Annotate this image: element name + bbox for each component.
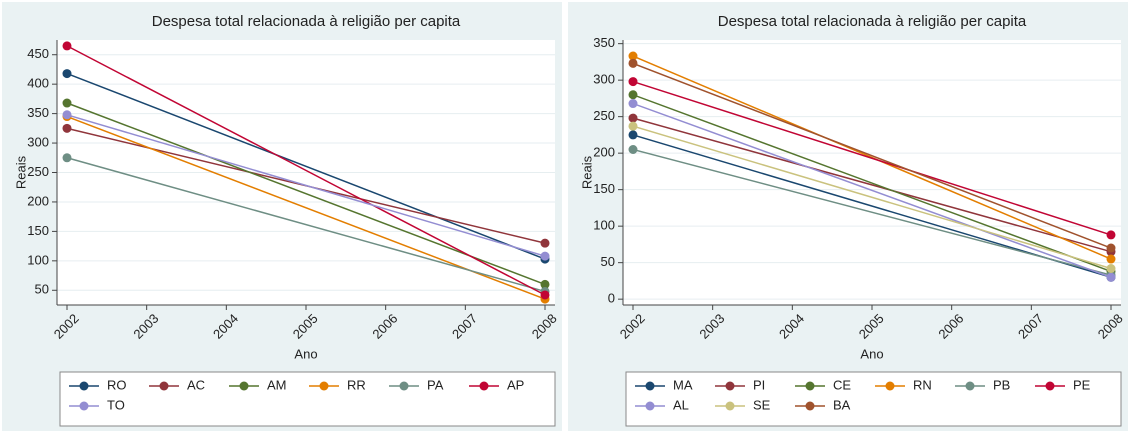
chart-title: Despesa total relacionada à religião per… [718,13,1027,30]
series-line [632,125,1112,270]
data-point [62,69,72,79]
legend-marker [479,381,489,391]
data-point [62,98,72,108]
legend-label: AC [187,377,205,392]
legend-label: AM [267,377,287,392]
plot-area [623,40,1121,305]
x-axis-title: Ano [860,346,883,361]
data-point [628,77,638,87]
legend-label: SE [753,397,771,412]
data-point [540,279,550,289]
legend-marker [399,381,409,391]
legend-label: PE [1073,377,1091,392]
legend-label: RR [347,377,366,392]
y-tick-label: 50 [601,254,615,269]
legend-marker [159,381,169,391]
legend-marker [645,381,655,391]
legend-marker [79,381,89,391]
legend-box [59,371,556,427]
y-tick-label: 300 [593,72,615,87]
legend-marker [1045,381,1055,391]
data-point [628,113,638,123]
y-tick-label: 400 [27,76,49,91]
legend-marker [805,381,815,391]
series-line [632,102,1112,278]
data-point [540,238,550,248]
legend-marker [239,381,249,391]
data-point [628,51,638,61]
legend-label: MA [673,377,693,392]
legend-marker [725,381,735,391]
data-point [1106,254,1116,264]
data-point [628,99,638,109]
legend-label: RN [913,377,932,392]
y-tick-label: 350 [593,35,615,50]
data-point [62,153,72,163]
data-point [62,41,72,51]
x-axis-title: Ano [294,346,317,361]
y-tick-label: 100 [593,218,615,233]
y-tick-label: 0 [608,291,615,306]
series-line [632,62,1112,249]
legend-label: AL [673,397,689,412]
legend-marker [885,381,895,391]
legend-marker [319,381,329,391]
data-point [628,90,638,100]
y-axis-title: Reais [579,155,594,189]
data-point [628,130,638,140]
y-tick-label: 450 [27,46,49,61]
y-tick-label: 300 [27,134,49,149]
data-point [62,110,72,120]
series-line [632,117,1112,253]
legend-label: PA [427,377,444,392]
data-point [540,251,550,261]
legend-marker [965,381,975,391]
legend-label: AP [507,377,524,392]
series-line [66,157,546,293]
y-tick-label: 350 [27,105,49,120]
y-tick-label: 150 [593,181,615,196]
y-tick-label: 100 [27,252,49,267]
legend-marker [805,401,815,411]
legend-label: PI [753,377,765,392]
data-point [628,145,638,155]
y-tick-label: 150 [27,223,49,238]
y-tick-label: 50 [35,282,49,297]
data-point [62,123,72,133]
y-tick-label: 200 [27,193,49,208]
chart-title: Despesa total relacionada à religião per… [152,13,461,30]
legend-label: CE [833,377,851,392]
legend-marker [645,401,655,411]
data-point [1106,243,1116,253]
data-point [1106,263,1116,273]
data-point [1106,230,1116,240]
y-tick-label: 250 [27,164,49,179]
legend-label: TO [107,397,125,412]
legend-marker [725,401,735,411]
legend-box [625,371,1122,427]
series-line [66,72,546,260]
series-line [632,94,1112,273]
series-line [632,148,1112,276]
data-point [628,58,638,68]
legend-label: PB [993,377,1010,392]
data-point [628,121,638,131]
legend-label: RO [107,377,127,392]
data-point [1106,272,1116,282]
legend-label: BA [833,397,851,412]
series-line [66,45,546,296]
series-line [632,80,1112,236]
series-line [66,114,546,257]
y-tick-label: 250 [593,108,615,123]
y-axis-title: Reais [13,155,28,189]
y-tick-label: 200 [593,145,615,160]
data-point [540,290,550,300]
legend-marker [79,401,89,411]
